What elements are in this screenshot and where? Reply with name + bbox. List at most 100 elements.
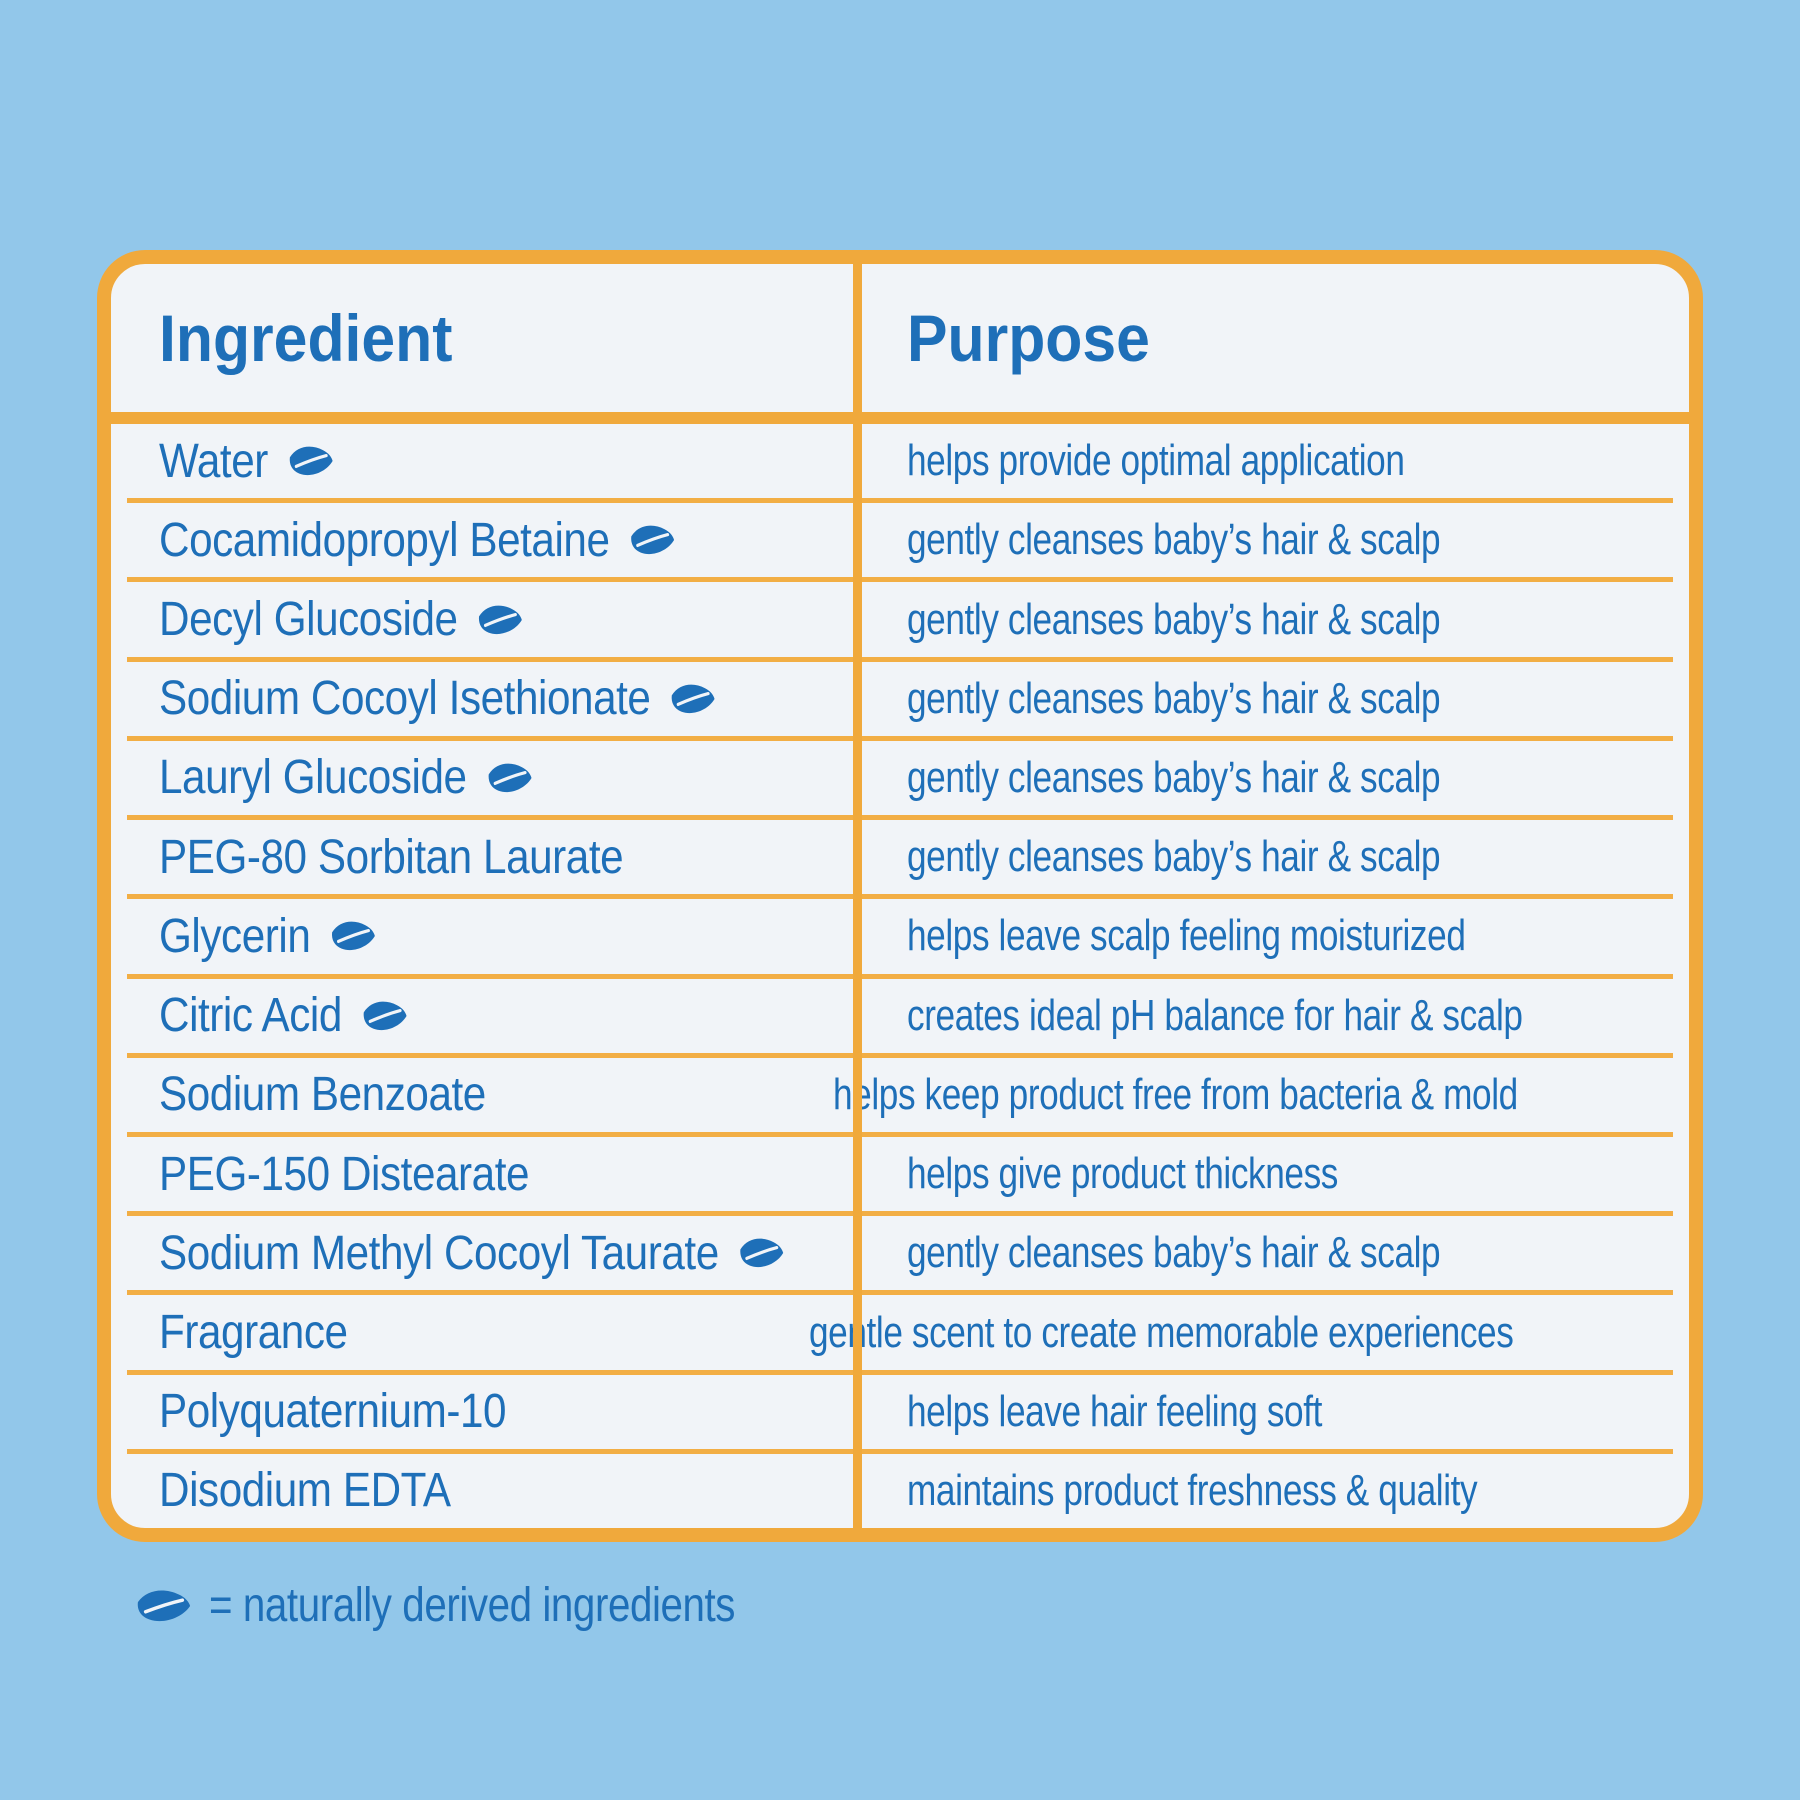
ingredient-cell: PEG-150 Distearate	[111, 1147, 862, 1202]
table-row: Citric Acid creates ideal pH balance for…	[111, 979, 1689, 1053]
table-row: Disodium EDTA maintains product freshnes…	[111, 1454, 1689, 1528]
table-row: Cocamidopropyl Betaine gently cleanses b…	[111, 503, 1689, 577]
purpose-cell: gently cleanses baby’s hair & scalp	[862, 1228, 1689, 1278]
ingredient-cell: Decyl Glucoside	[111, 592, 862, 647]
ingredient-name: Sodium Benzoate	[159, 1068, 486, 1122]
purpose-cell: creates ideal pH balance for hair & scal…	[862, 991, 1689, 1041]
header-ingredient: Ingredient	[111, 300, 862, 376]
ingredient-name: Citric Acid	[159, 989, 342, 1043]
row-separator	[127, 894, 1673, 900]
ingredient-name: Polyquaternium-10	[159, 1385, 507, 1439]
table-row: Glycerin helps leave scalp feeling moist…	[111, 899, 1689, 973]
ingredient-cell: Sodium Methyl Cocoyl Taurate	[111, 1226, 862, 1281]
ingredient-cell: Cocamidopropyl Betaine	[111, 513, 862, 568]
header-ingredient-label: Ingredient	[159, 301, 453, 375]
row-separator	[127, 577, 1673, 583]
leaf-icon	[477, 601, 525, 639]
ingredient-name: Decyl Glucoside	[159, 593, 458, 647]
ingredient-cell: Water	[111, 434, 862, 489]
purpose-cell: helps give product thickness	[862, 1149, 1689, 1199]
ingredient-cell: Lauryl Glucoside	[111, 750, 862, 805]
row-separator	[127, 735, 1673, 741]
ingredient-cell: Sodium Cocoyl Isethionate	[111, 671, 862, 726]
ingredient-name: PEG-150 Distearate	[159, 1147, 530, 1201]
ingredient-name: Disodium EDTA	[159, 1464, 451, 1518]
purpose-cell: gently cleanses baby’s hair & scalp	[862, 832, 1689, 882]
purpose-cell: gently cleanses baby’s hair & scalp	[862, 515, 1689, 565]
legend-text: = naturally derived ingredients	[209, 1579, 736, 1632]
ingredient-name: Glycerin	[159, 909, 311, 963]
leaf-icon	[361, 997, 409, 1035]
table-row: Sodium Methyl Cocoyl Taurate gently clea…	[111, 1216, 1689, 1290]
ingredient-cell: PEG-80 Sorbitan Laurate	[111, 830, 862, 885]
table-row: Polyquaternium-10 helps leave hair feeli…	[111, 1375, 1689, 1449]
ingredient-name: PEG-80 Sorbitan Laurate	[159, 830, 624, 884]
purpose-text: gently cleanses baby’s hair & scalp	[907, 1228, 1441, 1278]
table-body: Water helps provide optimal application …	[111, 424, 1689, 1528]
ingredient-name: Cocamidopropyl Betaine	[159, 513, 610, 567]
purpose-text: gently cleanses baby’s hair & scalp	[907, 594, 1441, 644]
leaf-icon	[486, 759, 534, 797]
table-row: PEG-150 Distearate helps give product th…	[111, 1137, 1689, 1211]
purpose-text: gentle scent to create memorable experie…	[808, 1307, 1514, 1357]
purpose-text: gently cleanses baby’s hair & scalp	[907, 752, 1441, 802]
table-row: Water helps provide optimal application	[111, 424, 1689, 498]
table-row: Lauryl Glucoside gently cleanses baby’s …	[111, 741, 1689, 815]
ingredient-name: Lauryl Glucoside	[159, 751, 467, 805]
purpose-cell: maintains product freshness & quality	[862, 1466, 1689, 1516]
header-purpose-label: Purpose	[907, 301, 1150, 375]
ingredient-name: Sodium Methyl Cocoyl Taurate	[159, 1226, 719, 1280]
table-row: PEG-80 Sorbitan Laurate gently cleanses …	[111, 820, 1689, 894]
table-row: Decyl Glucoside gently cleanses baby’s h…	[111, 582, 1689, 656]
purpose-text: helps keep product free from bacteria & …	[832, 1069, 1518, 1119]
purpose-text: creates ideal pH balance for hair & scal…	[907, 990, 1523, 1040]
leaf-icon	[629, 521, 677, 559]
purpose-text: helps leave scalp feeling moisturized	[907, 911, 1466, 961]
ingredient-cell: Sodium Benzoate	[111, 1067, 788, 1122]
row-separator	[127, 973, 1673, 979]
purpose-text: gently cleanses baby’s hair & scalp	[907, 832, 1441, 882]
table-row: Sodium Benzoate helps keep product free …	[111, 1058, 1689, 1132]
ingredient-cell: Citric Acid	[111, 988, 862, 1043]
ingredient-name: Fragrance	[159, 1306, 348, 1360]
table-row: Fragrance gentle scent to create memorab…	[111, 1295, 1689, 1369]
purpose-cell: gently cleanses baby’s hair & scalp	[862, 674, 1689, 724]
purpose-cell: helps provide optimal application	[862, 436, 1689, 486]
ingredient-cell: Polyquaternium-10	[111, 1384, 862, 1439]
leaf-icon	[738, 1234, 786, 1272]
row-separator	[127, 498, 1673, 504]
purpose-text: helps give product thickness	[907, 1149, 1338, 1199]
ingredient-cell: Glycerin	[111, 909, 862, 964]
leaf-icon	[670, 680, 718, 718]
row-separator	[127, 1052, 1673, 1058]
purpose-cell: gently cleanses baby’s hair & scalp	[862, 595, 1689, 645]
purpose-cell: gentle scent to create memorable experie…	[764, 1308, 1690, 1358]
row-separator	[127, 1211, 1673, 1217]
leaf-icon	[287, 442, 335, 480]
table-header-row: Ingredient Purpose	[111, 264, 1689, 424]
row-separator	[127, 1448, 1673, 1454]
column-divider	[853, 264, 862, 1528]
purpose-text: gently cleanses baby’s hair & scalp	[907, 515, 1441, 565]
row-separator	[127, 1369, 1673, 1375]
purpose-cell: helps leave hair feeling soft	[862, 1387, 1689, 1437]
purpose-text: maintains product freshness & quality	[907, 1465, 1478, 1515]
legend: = naturally derived ingredients	[135, 1578, 835, 1633]
purpose-text: helps leave hair feeling soft	[907, 1386, 1322, 1436]
row-separator	[127, 815, 1673, 821]
ingredients-table: Ingredient Purpose Water helps provide o…	[97, 250, 1703, 1542]
header-purpose: Purpose	[862, 300, 1689, 376]
leaf-icon	[330, 917, 378, 955]
purpose-cell: helps keep product free from bacteria & …	[788, 1070, 1689, 1120]
purpose-cell: helps leave scalp feeling moisturized	[862, 911, 1689, 961]
ingredient-name: Sodium Cocoyl Isethionate	[159, 672, 651, 726]
table-row: Sodium Cocoyl Isethionate gently cleanse…	[111, 662, 1689, 736]
purpose-text: helps provide optimal application	[907, 436, 1405, 486]
leaf-icon	[135, 1585, 193, 1627]
ingredient-name: Water	[159, 434, 268, 488]
row-separator	[127, 656, 1673, 662]
purpose-cell: gently cleanses baby’s hair & scalp	[862, 753, 1689, 803]
ingredient-cell: Disodium EDTA	[111, 1463, 862, 1518]
row-separator	[127, 1131, 1673, 1137]
